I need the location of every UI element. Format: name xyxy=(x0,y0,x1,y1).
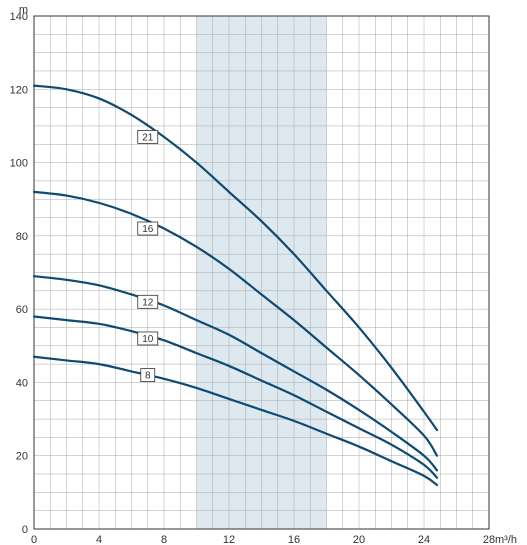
x-tick: 24 xyxy=(418,534,430,545)
curve-label-12: 12 xyxy=(138,295,158,308)
x-tick: 16 xyxy=(288,534,300,545)
pump-curve-chart: 2116121080481216202428020406080100120140… xyxy=(0,0,527,545)
y-tick: 80 xyxy=(16,231,28,243)
curve-label-8: 8 xyxy=(141,369,155,382)
curve-label-16: 16 xyxy=(138,222,158,235)
chart-svg: 2116121080481216202428020406080100120140… xyxy=(0,0,527,545)
y-tick: 60 xyxy=(16,304,28,316)
y-tick: 40 xyxy=(16,377,28,389)
x-tick: 4 xyxy=(96,534,102,545)
y-tick: 100 xyxy=(10,158,28,170)
curve-label-10: 10 xyxy=(138,332,158,345)
y-axis-label: m xyxy=(19,4,28,16)
x-tick: 12 xyxy=(223,534,235,545)
x-axis-label: m³/h xyxy=(495,534,517,545)
x-tick: 20 xyxy=(353,534,365,545)
x-tick: 8 xyxy=(161,534,167,545)
svg-text:21: 21 xyxy=(142,132,154,143)
x-tick: 28 xyxy=(483,534,495,545)
x-tick: 0 xyxy=(31,534,37,545)
y-tick: 0 xyxy=(22,524,28,536)
svg-text:10: 10 xyxy=(142,334,154,345)
y-tick: 20 xyxy=(16,451,28,463)
y-tick: 120 xyxy=(10,84,28,96)
svg-text:16: 16 xyxy=(142,224,154,235)
svg-text:12: 12 xyxy=(142,297,154,308)
svg-text:8: 8 xyxy=(145,371,151,382)
curve-label-21: 21 xyxy=(138,130,158,143)
